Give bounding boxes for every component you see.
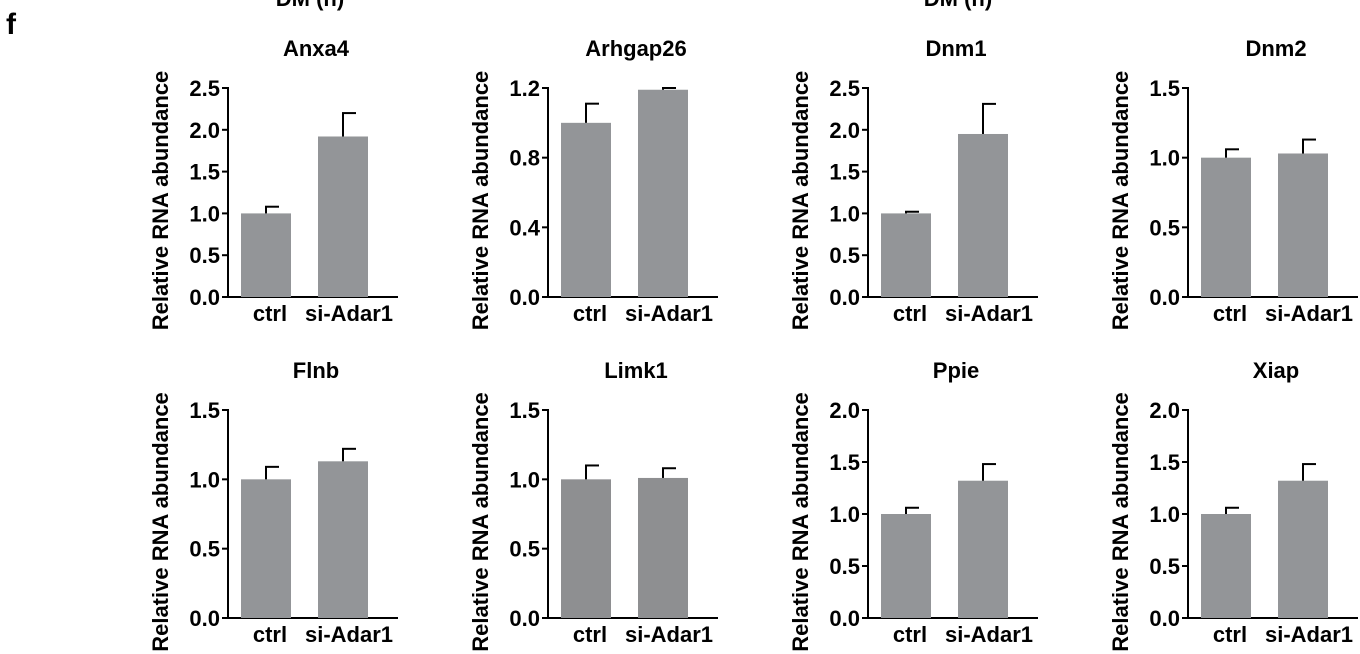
bar-ctrl xyxy=(881,213,931,297)
bar-si-adar1 xyxy=(1278,480,1328,618)
bar-ctrl xyxy=(241,479,291,618)
x-tick-label-si-adar1: si-Adar1 xyxy=(1265,301,1353,326)
y-tick-label: 0.0 xyxy=(509,285,540,310)
chart-dnm2: Dnm2 Relative RNA abundance 0.0 0.5 1.0 1.5 ct… xyxy=(1108,36,1358,330)
bar-ctrl xyxy=(1201,157,1251,297)
chart-title: Flnb xyxy=(293,358,339,383)
x-tick-label-si-adar1: si-Adar1 xyxy=(625,622,713,647)
x-tick-label-si-adar1: si-Adar1 xyxy=(945,301,1033,326)
chart-limk1: Limk1 Relative RNA abundance 0.0 0.5 1.0 1.5 c… xyxy=(468,358,718,652)
bar-si-adar1 xyxy=(958,133,1008,297)
cropped-top-label-left: DM (h) xyxy=(276,0,344,11)
y-axis-label: Relative RNA abundance xyxy=(468,71,493,331)
chart-anxa4: Anxa4 Relative RNA abundance 0.0 0.5 1.0 1.5 2… xyxy=(148,36,398,330)
y-tick-label: 1.2 xyxy=(509,76,540,101)
y-tick-label: 2.5 xyxy=(829,76,860,101)
chart-flnb: Flnb Relative RNA abundance 0.0 0.5 1.0 1.5 ct… xyxy=(148,358,398,652)
bar-si-adar1 xyxy=(638,477,688,618)
chart-grid: Anxa4 Relative RNA abundance 0.0 0.5 1.0 1.5 2… xyxy=(148,36,1358,652)
chart-xiap: Xiap Relative RNA abundance 0.0 0.5 1.0 1.5 2.… xyxy=(1108,358,1358,652)
y-tick-label: 1.0 xyxy=(189,467,220,492)
y-tick-label: 0.0 xyxy=(1149,285,1180,310)
bar-si-adar1 xyxy=(1278,153,1328,297)
chart-title: Anxa4 xyxy=(283,36,350,61)
cropped-top-label-right: DM (h) xyxy=(924,0,992,11)
bar-ctrl xyxy=(1201,514,1251,618)
x-tick-label-ctrl: ctrl xyxy=(1213,301,1247,326)
y-tick-label: 1.0 xyxy=(829,201,860,226)
bar-ctrl xyxy=(561,479,611,618)
y-tick-label: 0.5 xyxy=(189,537,220,562)
bar-ctrl xyxy=(881,514,931,618)
y-tick-label: 2.0 xyxy=(189,118,220,143)
y-axis-label: Relative RNA abundance xyxy=(788,71,813,331)
y-axis-label: Relative RNA abundance xyxy=(148,392,173,652)
x-tick-label-ctrl: ctrl xyxy=(893,622,927,647)
bar-ctrl xyxy=(241,213,291,297)
bar-si-adar1 xyxy=(638,89,688,297)
chart-title: Dnm1 xyxy=(925,36,986,61)
y-tick-label: 0.0 xyxy=(509,606,540,631)
chart-ppie: Ppie Relative RNA abundance 0.0 0.5 1.0 1.5 2.… xyxy=(788,358,1038,652)
y-tick-label: 1.0 xyxy=(189,201,220,226)
chart-title: Xiap xyxy=(1253,358,1299,383)
x-tick-label-si-adar1: si-Adar1 xyxy=(945,622,1033,647)
y-tick-label: 1.5 xyxy=(1149,450,1180,475)
y-tick-label: 1.0 xyxy=(829,502,860,527)
y-tick-label: 2.5 xyxy=(189,76,220,101)
y-axis-label: Relative RNA abundance xyxy=(1108,392,1133,652)
y-axis-label: Relative RNA abundance xyxy=(788,392,813,652)
y-tick-label: 2.0 xyxy=(829,398,860,423)
y-tick-label: 2.0 xyxy=(1149,398,1180,423)
x-tick-label-si-adar1: si-Adar1 xyxy=(305,622,393,647)
bar-si-adar1 xyxy=(318,461,368,618)
x-tick-label-ctrl: ctrl xyxy=(253,301,287,326)
y-axis-label: Relative RNA abundance xyxy=(1108,71,1133,331)
bar-ctrl xyxy=(561,122,611,297)
chart-title: Limk1 xyxy=(604,358,668,383)
y-tick-label: 1.5 xyxy=(829,160,860,185)
y-tick-label: 1.0 xyxy=(1149,502,1180,527)
bar-si-adar1 xyxy=(958,480,1008,618)
y-tick-label: 0.5 xyxy=(1149,554,1180,579)
y-tick-label: 0.4 xyxy=(509,215,540,240)
chart-title: Arhgap26 xyxy=(585,36,686,61)
y-tick-label: 0.0 xyxy=(829,606,860,631)
y-tick-label: 0.5 xyxy=(189,243,220,268)
y-tick-label: 0.5 xyxy=(829,554,860,579)
y-tick-label: 0.5 xyxy=(509,537,540,562)
chart-title: Ppie xyxy=(933,358,979,383)
x-tick-label-ctrl: ctrl xyxy=(253,622,287,647)
y-tick-label: 1.5 xyxy=(189,160,220,185)
y-tick-label: 1.5 xyxy=(829,450,860,475)
y-tick-label: 0.8 xyxy=(509,146,540,171)
chart-title: Dnm2 xyxy=(1245,36,1306,61)
panel-label: f xyxy=(6,8,17,41)
chart-dnm1: Dnm1 Relative RNA abundance 0.0 0.5 1.0 1.5 2.… xyxy=(788,36,1038,330)
x-tick-label-ctrl: ctrl xyxy=(1213,622,1247,647)
y-tick-label: 2.0 xyxy=(829,118,860,143)
x-tick-label-ctrl: ctrl xyxy=(893,301,927,326)
x-tick-label-si-adar1: si-Adar1 xyxy=(625,301,713,326)
y-tick-label: 1.0 xyxy=(1149,146,1180,171)
x-tick-label-si-adar1: si-Adar1 xyxy=(1265,622,1353,647)
y-tick-label: 0.0 xyxy=(1149,606,1180,631)
y-axis-label: Relative RNA abundance xyxy=(148,71,173,331)
x-tick-label-si-adar1: si-Adar1 xyxy=(305,301,393,326)
y-tick-label: 0.0 xyxy=(189,606,220,631)
y-tick-label: 0.5 xyxy=(829,243,860,268)
y-tick-label: 1.0 xyxy=(509,467,540,492)
bar-si-adar1 xyxy=(318,136,368,297)
y-tick-label: 1.5 xyxy=(189,398,220,423)
y-tick-label: 0.5 xyxy=(1149,215,1180,240)
x-tick-label-ctrl: ctrl xyxy=(573,622,607,647)
x-tick-label-ctrl: ctrl xyxy=(573,301,607,326)
y-tick-label: 1.5 xyxy=(509,398,540,423)
chart-arhgap26: Arhgap26 Relative RNA abundance 0.0 0.4 0.8 1… xyxy=(468,36,718,330)
y-tick-label: 1.5 xyxy=(1149,76,1180,101)
y-tick-label: 0.0 xyxy=(189,285,220,310)
y-axis-label: Relative RNA abundance xyxy=(468,392,493,652)
y-tick-label: 0.0 xyxy=(829,285,860,310)
